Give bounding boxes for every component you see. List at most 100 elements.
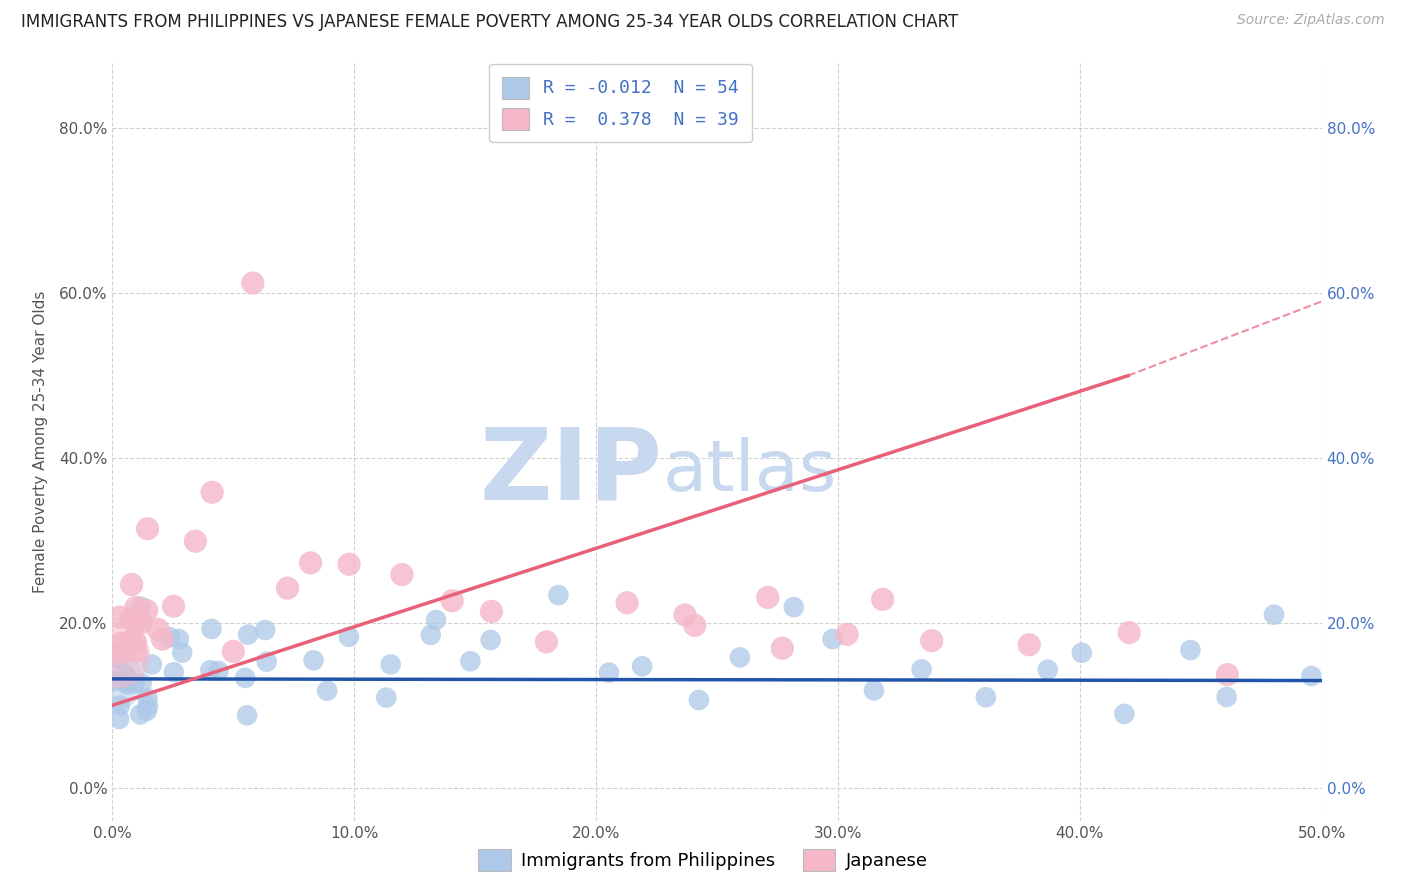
Point <box>118 676 141 690</box>
Point <box>254 623 277 637</box>
Point <box>631 659 654 673</box>
Text: Source: ZipAtlas.com: Source: ZipAtlas.com <box>1237 13 1385 28</box>
Text: IMMIGRANTS FROM PHILIPPINES VS JAPANESE FEMALE POVERTY AMONG 25-34 YEAR OLDS COR: IMMIGRANTS FROM PHILIPPINES VS JAPANESE … <box>21 13 959 31</box>
Point <box>380 657 402 672</box>
Point <box>236 708 259 723</box>
Point <box>129 599 152 614</box>
Point <box>112 644 135 658</box>
Point <box>115 677 138 691</box>
Point <box>136 699 159 714</box>
Point <box>150 632 173 647</box>
Point <box>337 630 360 644</box>
Point <box>728 650 751 665</box>
Point <box>222 644 245 658</box>
Point <box>141 657 163 672</box>
Point <box>167 632 190 646</box>
Point <box>184 534 207 549</box>
Point <box>110 636 132 650</box>
Point <box>688 693 710 707</box>
Point <box>136 522 159 536</box>
Point <box>135 603 157 617</box>
Point <box>108 610 131 624</box>
Point <box>770 641 793 656</box>
Point <box>598 665 620 680</box>
Point <box>129 707 152 722</box>
Point <box>872 592 894 607</box>
Point <box>121 577 143 591</box>
Point <box>1018 638 1040 652</box>
Point <box>673 607 696 622</box>
Point <box>276 581 298 595</box>
Point <box>125 600 148 615</box>
Point <box>108 712 131 726</box>
Point <box>159 631 181 645</box>
Text: ZIP: ZIP <box>479 424 662 520</box>
Point <box>910 662 932 676</box>
Point <box>236 627 259 641</box>
Point <box>100 648 122 662</box>
Point <box>131 615 153 630</box>
Point <box>425 613 447 627</box>
Point <box>547 588 569 602</box>
Point <box>135 704 157 718</box>
Y-axis label: Female Poverty Among 25-34 Year Olds: Female Poverty Among 25-34 Year Olds <box>32 291 48 592</box>
Point <box>783 600 806 615</box>
Legend: Immigrants from Philippines, Japanese: Immigrants from Philippines, Japanese <box>471 842 935 879</box>
Point <box>1216 667 1239 681</box>
Point <box>172 646 194 660</box>
Point <box>256 655 278 669</box>
Point <box>837 627 859 641</box>
Point <box>756 591 779 605</box>
Point <box>124 615 146 630</box>
Text: atlas: atlas <box>662 437 837 507</box>
Point <box>419 628 441 642</box>
Point <box>242 276 264 290</box>
Point <box>108 651 131 665</box>
Point <box>233 671 256 685</box>
Point <box>299 556 322 570</box>
Point <box>103 674 125 689</box>
Point <box>536 635 558 649</box>
Point <box>921 633 943 648</box>
Legend: R = -0.012  N = 54, R =  0.378  N = 39: R = -0.012 N = 54, R = 0.378 N = 39 <box>489 64 752 142</box>
Point <box>104 673 127 688</box>
Point <box>1215 690 1237 704</box>
Point <box>1180 643 1202 657</box>
Point <box>1301 669 1323 683</box>
Point <box>391 567 413 582</box>
Point <box>118 634 141 648</box>
Point <box>481 604 503 618</box>
Point <box>108 698 131 713</box>
Point <box>441 593 464 607</box>
Point <box>974 690 997 705</box>
Point <box>316 683 339 698</box>
Point <box>460 654 482 668</box>
Point <box>200 622 222 636</box>
Point <box>162 599 184 614</box>
Point <box>200 663 222 677</box>
Point <box>124 635 146 649</box>
Point <box>105 648 128 663</box>
Point <box>616 596 638 610</box>
Point <box>1114 706 1136 721</box>
Point <box>1263 607 1285 622</box>
Point <box>125 644 148 658</box>
Point <box>120 612 142 626</box>
Point <box>115 639 138 653</box>
Point <box>375 690 398 705</box>
Point <box>302 653 325 667</box>
Point <box>863 683 886 698</box>
Point <box>163 665 186 680</box>
Point <box>1118 625 1140 640</box>
Point <box>131 676 153 690</box>
Point <box>136 691 159 706</box>
Point <box>1036 663 1059 677</box>
Point <box>124 676 146 690</box>
Point <box>337 558 360 572</box>
Point <box>146 623 169 637</box>
Point <box>821 632 844 646</box>
Point <box>683 618 706 632</box>
Point <box>479 632 502 647</box>
Point <box>114 667 136 681</box>
Point <box>201 485 224 500</box>
